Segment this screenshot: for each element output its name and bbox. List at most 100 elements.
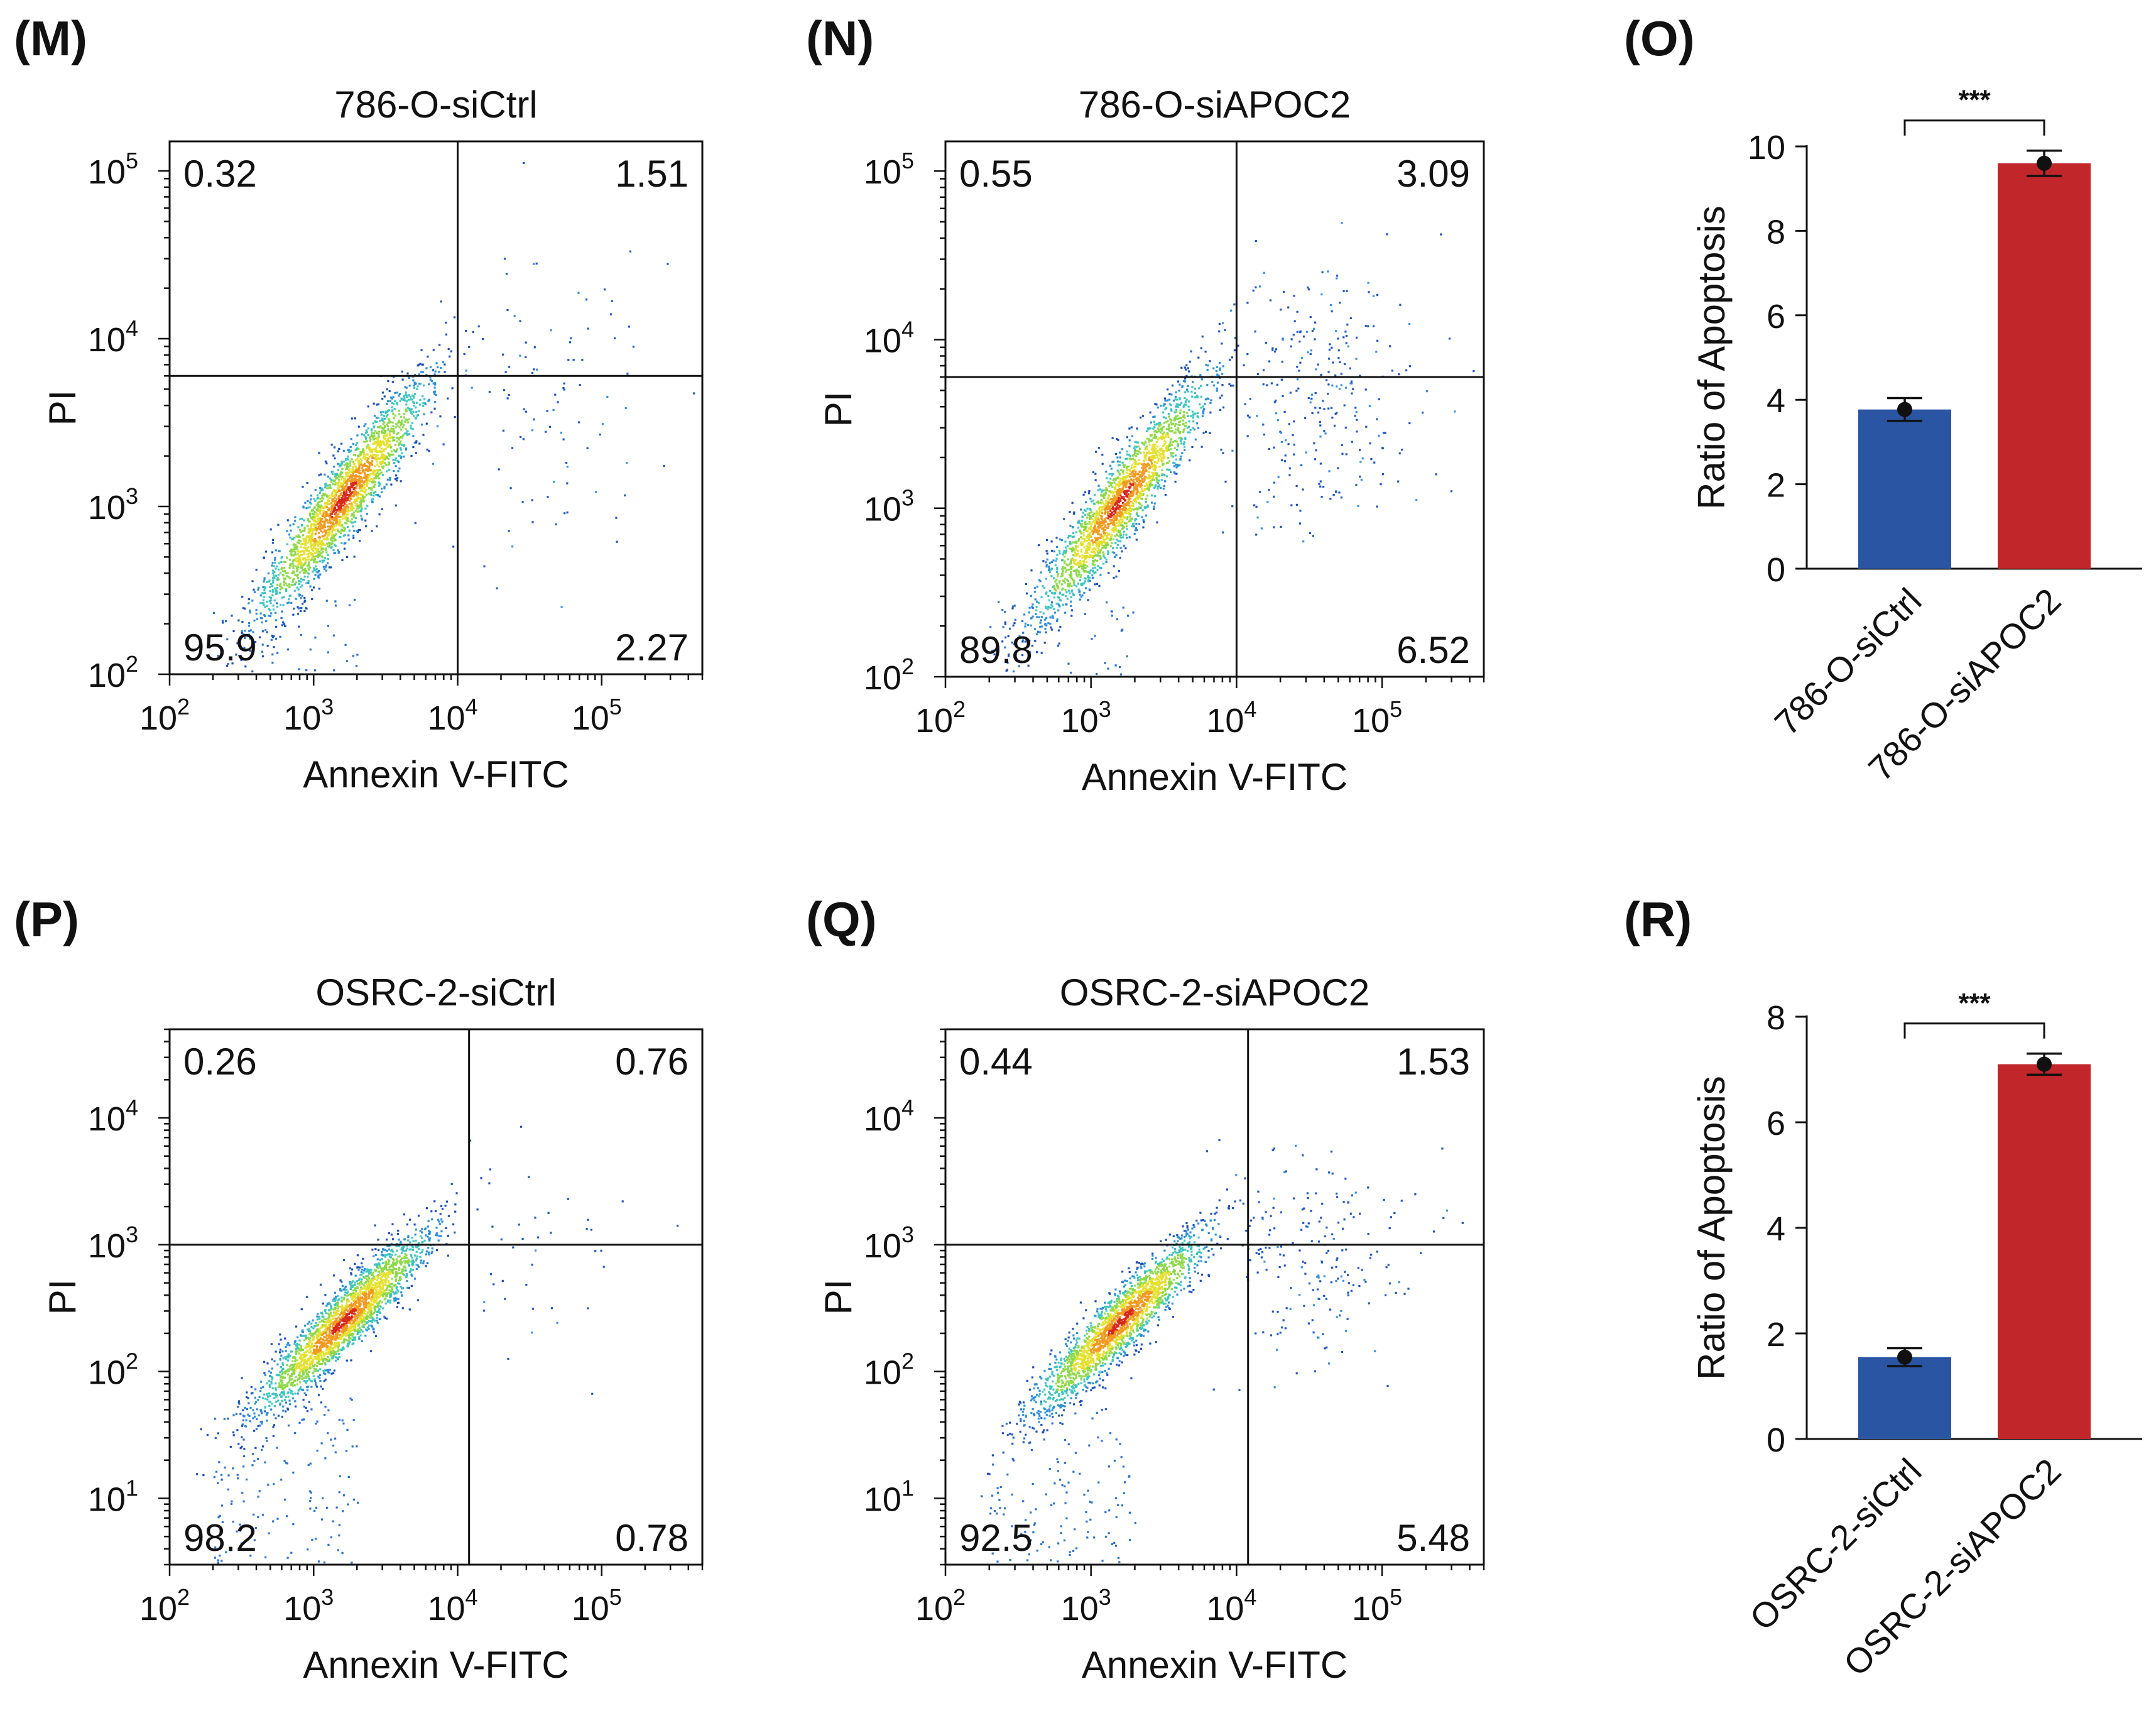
scatter-point <box>388 446 391 448</box>
scatter-point <box>1191 446 1194 449</box>
scatter-point <box>1184 403 1186 406</box>
scatter-point <box>1136 508 1139 511</box>
scatter-point <box>274 561 276 564</box>
scatter-point <box>346 473 348 476</box>
scatter-point <box>255 612 258 615</box>
scatter-point <box>313 515 316 518</box>
scatter-point <box>1052 586 1054 588</box>
scatter-point <box>277 574 280 576</box>
scatter-point <box>1133 468 1136 471</box>
scatter-point <box>346 510 349 513</box>
scatter-point <box>386 413 389 416</box>
scatter-point <box>418 442 421 445</box>
scatter-point <box>1166 444 1168 447</box>
scatter-point <box>390 427 393 430</box>
scatter-point <box>1035 633 1038 635</box>
scatter-point <box>355 469 357 471</box>
scatter-point <box>1293 453 1295 456</box>
scatter-point <box>1084 527 1086 530</box>
scatter-point <box>320 523 322 525</box>
scatter-point <box>1136 453 1139 456</box>
scatter-point <box>1162 425 1165 428</box>
scatter-point <box>1106 503 1109 506</box>
scatter-point <box>294 516 297 518</box>
scatter-point <box>1162 454 1165 457</box>
scatter-point <box>329 520 331 523</box>
scatter-point <box>632 346 634 348</box>
scatter-point <box>375 494 378 496</box>
scatter-point <box>393 417 395 420</box>
scatter-point <box>1188 408 1190 412</box>
scatter-point <box>293 553 296 555</box>
scatter-point <box>1085 570 1087 572</box>
scatter-point <box>401 444 403 446</box>
scatter-point <box>272 577 275 579</box>
scatter-point <box>1172 461 1175 464</box>
scatter-point <box>396 403 398 406</box>
scatter-point <box>1135 461 1137 463</box>
scatter-point <box>336 502 339 505</box>
scatter-point <box>1123 466 1126 468</box>
scatter-point <box>322 525 324 527</box>
scatter-point <box>1273 481 1275 484</box>
scatter-point <box>1153 469 1156 471</box>
scatter-point <box>355 484 358 487</box>
scatter-point <box>1102 562 1105 565</box>
scatter-point <box>346 466 349 469</box>
scatter-point <box>1092 471 1094 473</box>
scatter-point <box>333 466 335 468</box>
scatter-point <box>1150 501 1153 504</box>
scatter-point <box>1004 646 1006 648</box>
scatter-point <box>1141 498 1143 500</box>
scatter-point <box>1212 367 1215 369</box>
scatter-point <box>1148 464 1151 466</box>
scatter-point <box>1168 468 1171 471</box>
scatter-point <box>1337 349 1340 352</box>
scatter-point <box>342 498 344 500</box>
scatter-point <box>1087 537 1090 540</box>
scatter-point <box>393 430 396 432</box>
scatter-point <box>1007 655 1010 657</box>
scatter-point <box>326 542 329 545</box>
scatter-point <box>1088 555 1091 558</box>
scatter-point <box>1096 559 1098 562</box>
scatter-point <box>403 424 405 427</box>
scatter-point <box>1138 523 1141 525</box>
scatter-point <box>342 500 344 503</box>
scatter-point <box>388 419 391 422</box>
scatter-point <box>387 425 389 427</box>
scatter-point <box>330 535 333 538</box>
scatter-point <box>1185 364 1188 366</box>
scatter-point <box>379 444 381 446</box>
scatter-point <box>1030 569 1033 572</box>
scatter-point <box>276 584 279 586</box>
scatter-point <box>291 538 293 540</box>
scatter-point <box>292 554 295 557</box>
scatter-point <box>349 500 351 502</box>
scatter-point <box>1184 397 1186 399</box>
scatter-point <box>344 478 346 480</box>
scatter-point <box>364 454 366 456</box>
scatter-point <box>271 562 274 564</box>
scatter-point <box>1315 449 1317 452</box>
scatter-point <box>321 547 324 550</box>
scatter-point <box>402 398 405 401</box>
scatter-point <box>1204 398 1207 401</box>
scatter-point <box>1067 558 1069 561</box>
scatter-point <box>428 449 430 452</box>
scatter-point <box>1094 473 1097 475</box>
scatter-point <box>324 538 327 540</box>
scatter-point <box>1177 405 1179 408</box>
scatter-point <box>1107 517 1109 520</box>
scatter-point <box>275 637 278 640</box>
scatter-point <box>341 483 344 486</box>
scatter-point <box>1128 480 1131 483</box>
scatter-point <box>386 446 389 449</box>
scatter-point <box>319 487 322 490</box>
scatter-point <box>336 504 339 506</box>
scatter-point <box>1101 512 1104 515</box>
scatter-point <box>332 506 335 508</box>
scatter-point <box>368 492 370 495</box>
scatter-point <box>346 462 348 464</box>
scatter-point <box>338 486 340 489</box>
